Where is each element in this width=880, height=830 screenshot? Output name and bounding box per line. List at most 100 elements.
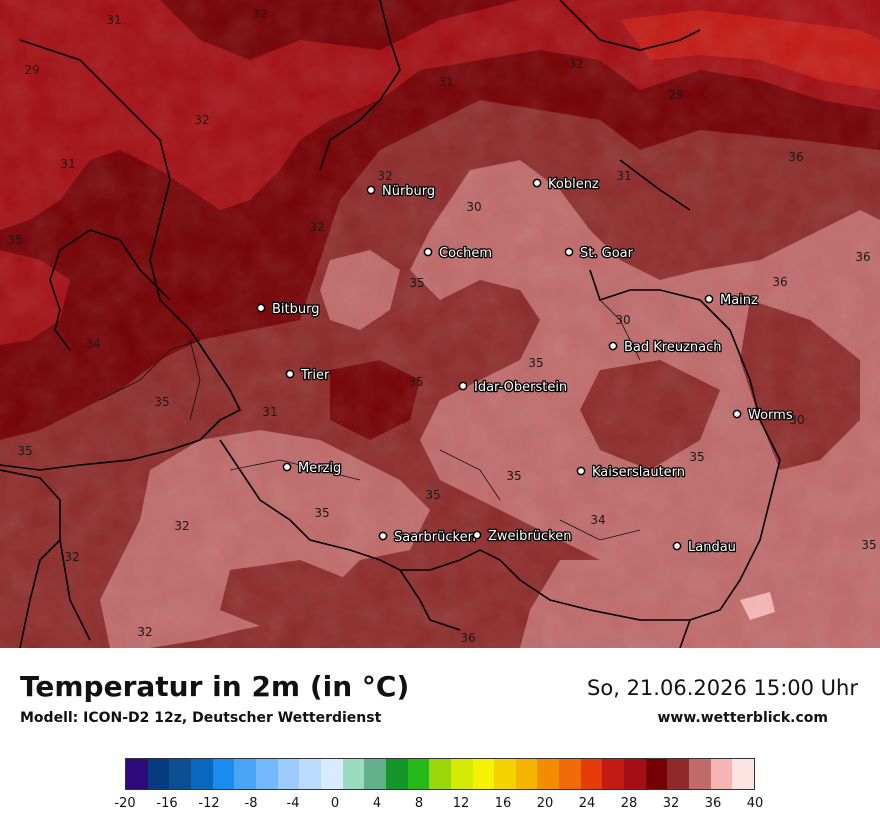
city-dot [285, 369, 295, 379]
legend-color-cell [710, 759, 733, 789]
isotherm-label: 32 [174, 519, 189, 533]
legend-color-cell [602, 759, 625, 789]
legend-tick-label: -4 [286, 796, 300, 811]
isotherm-label: 34 [85, 337, 100, 351]
city-label: Saarbrücken [394, 530, 476, 545]
city-zweibrücken: Zweibrücken [472, 528, 573, 545]
isotherm-label: 35 [689, 450, 704, 464]
city-st-goar: St. Goar [564, 245, 635, 262]
legend-color-cell [385, 759, 408, 789]
isotherm-label: 30 [789, 413, 804, 427]
legend-color-cell [494, 759, 516, 789]
city-dot [366, 185, 376, 195]
city-label: Koblenz [548, 177, 599, 192]
city-bad-kreuznach: Bad Kreuznach [608, 339, 723, 356]
legend-color-cell [212, 759, 235, 789]
model-info: Modell: ICON-D2 12z, Deutscher Wetterdie… [20, 710, 382, 726]
legend-color-cell [450, 759, 473, 789]
legend-color-cell [234, 759, 256, 789]
legend-color-cell [472, 759, 495, 789]
isotherm-label: 30 [615, 313, 630, 327]
thin-borders [99, 299, 641, 541]
legend-color-cell [732, 759, 755, 789]
legend-color-cell [364, 759, 386, 789]
legend-color-cell [147, 759, 170, 789]
isotherm-labels: 31 32 29 32 31 32 28 31 32 31 36 30 32 35 36 35 36 30 35 34… [7, 7, 876, 645]
isotherm-label: 35 [408, 375, 423, 389]
city-label: Nürburg [382, 184, 435, 199]
city-cochem: Cochem [423, 245, 493, 262]
isotherm-label: 34 [590, 513, 605, 527]
legend-color-cell [277, 759, 300, 789]
forecast-datetime: So, 21.06.2026 15:00 Uhr [587, 676, 858, 700]
city-label: Idar-Oberstein [474, 380, 567, 395]
legend-tick-label: -20 [114, 796, 136, 811]
city-dot [282, 462, 292, 472]
legend-tick-label: 36 [704, 796, 722, 811]
isotherm-label: 31 [262, 405, 277, 419]
city-label: Landau [688, 540, 736, 555]
legend-color-cell [667, 759, 690, 789]
city-label: Zweibrücken [488, 529, 571, 544]
city-dot [672, 541, 682, 551]
city-label: Bad Kreuznach [624, 340, 722, 355]
legend-color-cell [580, 759, 603, 789]
city-dot [423, 247, 433, 257]
city-dot [378, 531, 388, 541]
isotherm-label: 32 [194, 113, 209, 127]
legend-color-cell [537, 759, 560, 789]
website-link[interactable]: www.wetterblick.com [657, 710, 829, 726]
legend-tick-label: 40 [746, 796, 764, 811]
city-bitburg: Bitburg [256, 301, 321, 318]
city-label: St. Goar [580, 246, 634, 261]
isotherm-label: 32 [64, 550, 79, 564]
map-title: Temperatur in 2m (in °C) [20, 670, 410, 703]
city-saarbrücken: Saarbrücken [378, 529, 477, 546]
city-label: Worms [748, 408, 793, 423]
isotherm-label: 35 [7, 233, 22, 247]
city-merzig: Merzig [282, 460, 343, 477]
legend-color-cell [299, 759, 321, 789]
isotherm-label: 35 [409, 276, 424, 290]
borders [0, 0, 781, 648]
isotherm-label: 36 [788, 150, 803, 164]
legend-tick-label: 0 [330, 796, 340, 811]
isotherm-label: 32 [252, 7, 267, 21]
legend-tick-label: -16 [156, 796, 178, 811]
city-label: Bitburg [272, 302, 320, 317]
city-label: Cochem [439, 246, 492, 261]
city-trier: Trier [285, 367, 331, 384]
isotherm-label: 36 [460, 631, 475, 645]
city-dot [704, 294, 714, 304]
legend-tick-label: 32 [662, 796, 680, 811]
city-label: Mainz [720, 293, 758, 308]
legend-color-cell [190, 759, 213, 789]
legend-color-cell [689, 759, 711, 789]
isotherm-label: 35 [17, 444, 32, 458]
legend-tick-label: 24 [578, 796, 596, 811]
isotherm-label: 32 [309, 220, 324, 234]
isotherm-label: 31 [106, 13, 121, 27]
city-dot [458, 381, 468, 391]
city-nürburg: Nürburg [366, 183, 436, 200]
city-koblenz: Koblenz [532, 176, 600, 193]
legend-color-cell [559, 759, 581, 789]
legend-tick-label: 12 [452, 796, 470, 811]
isotherm-label: 35 [506, 469, 521, 483]
city-worms: Worms [732, 407, 794, 424]
isotherm-label: 36 [772, 275, 787, 289]
city-dot [608, 341, 618, 351]
isotherm-label: 32 [137, 625, 152, 639]
isotherm-label: 31 [438, 75, 453, 89]
legend-color-cell [169, 759, 191, 789]
city-label: Merzig [298, 461, 341, 476]
city-dot [532, 178, 542, 188]
legend-color-cell [429, 759, 451, 789]
city-dot [564, 247, 574, 257]
legend-color-cell [515, 759, 538, 789]
isotherm-label: 35 [528, 356, 543, 370]
legend-tick-label: -12 [198, 796, 220, 811]
city-dot [732, 409, 742, 419]
city-idar-oberstein: Idar-Oberstein [458, 379, 568, 396]
legend-color-cell [126, 759, 148, 789]
